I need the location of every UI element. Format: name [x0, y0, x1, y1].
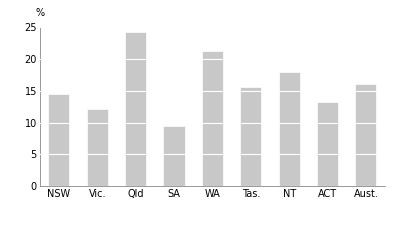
Bar: [202, 51, 223, 186]
Text: %: %: [35, 8, 44, 18]
Bar: [87, 109, 108, 186]
Bar: [125, 32, 146, 186]
Bar: [355, 84, 376, 186]
Bar: [317, 102, 338, 186]
Bar: [48, 94, 69, 186]
Bar: [240, 87, 261, 186]
Bar: [164, 126, 185, 186]
Bar: [279, 72, 300, 186]
